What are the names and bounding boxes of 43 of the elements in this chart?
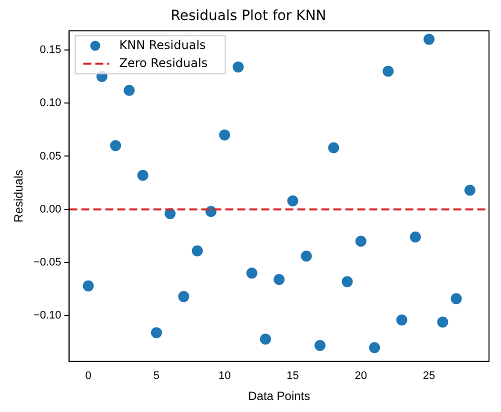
point: [137, 170, 148, 181]
y-tick-label: 0.00: [40, 203, 62, 216]
point: [287, 195, 298, 206]
legend-label: KNN Residuals: [119, 38, 206, 52]
point: [342, 276, 353, 288]
point: [178, 291, 190, 302]
y-tick-label: −0.10: [33, 310, 62, 322]
x-tick-label: 0: [85, 370, 92, 382]
x-tick-label: 15: [286, 370, 299, 382]
point: [82, 280, 94, 292]
point: [300, 250, 312, 262]
x-tick-label: 10: [218, 370, 231, 382]
legend-label: Zero Residuals: [119, 56, 208, 70]
x-tick-label: 20: [354, 370, 368, 382]
point: [124, 84, 135, 96]
y-tick-label: 0.10: [40, 97, 62, 110]
point: [464, 184, 476, 196]
point: [328, 142, 340, 154]
point: [424, 34, 435, 45]
chart-title: Residuals Plot for KNN: [170, 8, 326, 24]
y-tick-label: 0.05: [40, 150, 62, 162]
point: [274, 274, 285, 286]
point: [260, 334, 271, 345]
point: [355, 236, 366, 247]
point: [369, 342, 380, 354]
point: [314, 340, 326, 351]
point: [437, 316, 448, 328]
point: [396, 314, 408, 326]
point: [382, 66, 394, 77]
point: [110, 140, 122, 152]
point: [150, 327, 162, 338]
point: [192, 245, 203, 256]
y-tick-label: 0.15: [40, 44, 62, 56]
point: [410, 232, 421, 243]
x-tick-label: 5: [153, 370, 160, 382]
y-axis-title: Residuals: [12, 170, 26, 222]
point: [450, 293, 462, 304]
x-axis-title: Data Points: [248, 389, 310, 404]
point: [219, 129, 230, 140]
point: [232, 61, 244, 72]
x-tick-label: 25: [422, 370, 436, 382]
y-tick-label: −0.05: [33, 256, 62, 269]
point: [246, 268, 258, 279]
